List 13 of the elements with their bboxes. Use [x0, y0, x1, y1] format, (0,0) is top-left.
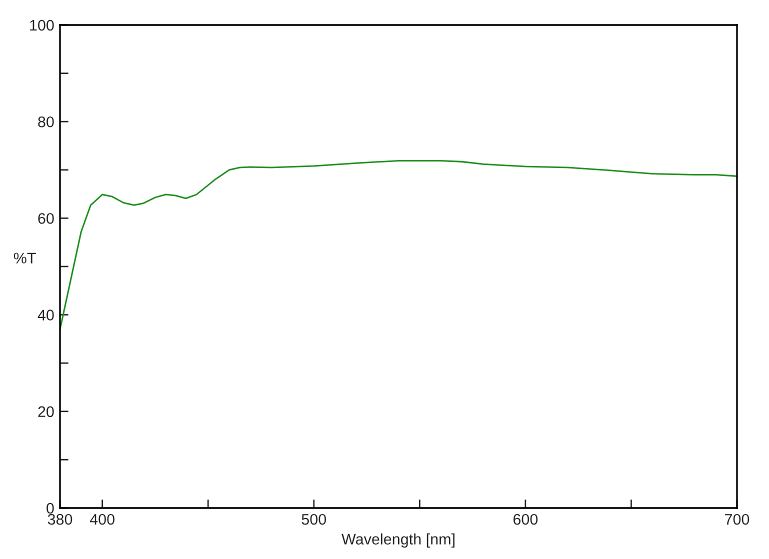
x-tick-label: 700: [725, 514, 750, 525]
y-tick-label: 80: [38, 116, 54, 128]
y-tick-label: 40: [38, 310, 54, 320]
y-tick-label: 0: [46, 502, 54, 514]
y-tick-label: 20: [38, 406, 54, 418]
x-tick-label: 380: [48, 514, 72, 525]
y-axis-title: %T: [14, 252, 36, 264]
y-tick-label: 100: [30, 20, 54, 31]
y-tick-label: 60: [38, 213, 54, 224]
x-tick-label: 600: [513, 514, 538, 525]
x-tick-label: 400: [90, 514, 114, 525]
x-axis-title: Wavelength [nm]: [342, 533, 454, 548]
x-tick-label: 500: [302, 514, 326, 525]
